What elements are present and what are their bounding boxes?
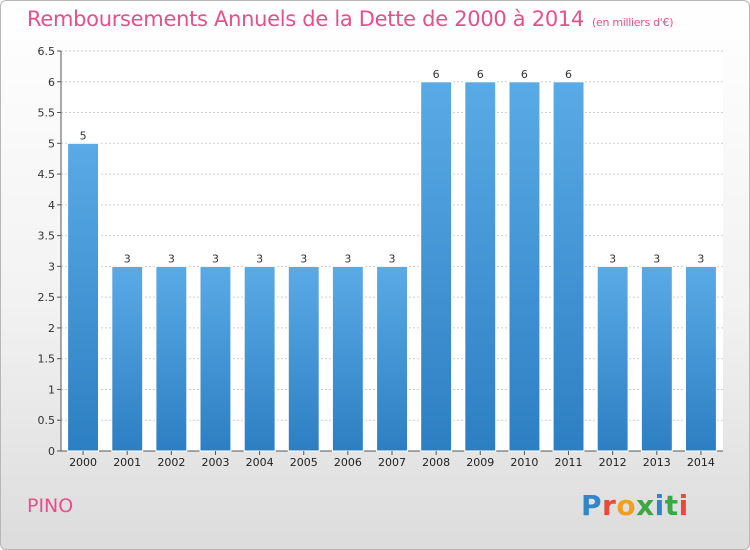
logo-letter: o <box>616 489 637 522</box>
logo-letter: P <box>581 489 603 522</box>
data-label: 3 <box>389 252 396 265</box>
data-label: 3 <box>697 252 704 265</box>
bar-2013 <box>640 265 673 452</box>
bar-2010 <box>508 81 541 452</box>
data-label: 6 <box>433 68 440 81</box>
y-tick-label: 5.5 <box>38 107 56 120</box>
bar-2011 <box>552 81 585 452</box>
y-tick-label: 2.5 <box>38 291 56 304</box>
data-label: 5 <box>80 129 87 142</box>
logo-letter: x <box>636 489 655 522</box>
x-tick-label: 2000 <box>69 456 97 469</box>
bar-2004 <box>243 265 276 452</box>
bar-2002 <box>155 265 188 452</box>
commune-name: PINO <box>27 495 74 517</box>
x-tick-label: 2012 <box>599 456 627 469</box>
x-tick-label: 2003 <box>201 456 229 469</box>
data-label: 3 <box>212 252 219 265</box>
bar-2014 <box>685 265 717 452</box>
logo-letter: i <box>678 489 689 522</box>
x-tick-label: 2008 <box>422 456 450 469</box>
x-tick-label: 2013 <box>643 456 671 469</box>
x-tick-label: 2004 <box>246 456 274 469</box>
y-tick-label: 1.5 <box>38 353 56 366</box>
logo-letter: i <box>654 489 665 522</box>
data-label: 6 <box>565 68 572 81</box>
x-tick-label: 2011 <box>555 456 583 469</box>
bar-2001 <box>111 265 144 452</box>
data-label: 3 <box>124 252 131 265</box>
data-label: 3 <box>653 252 660 265</box>
bar-2012 <box>596 265 629 452</box>
bar-2006 <box>331 265 364 452</box>
x-tick-label: 2007 <box>378 456 406 469</box>
bar-2009 <box>464 81 497 452</box>
y-tick-label: 5 <box>48 137 55 150</box>
logo-letter: t <box>664 489 679 522</box>
data-label: 3 <box>609 252 616 265</box>
y-tick-label: 2 <box>48 322 55 335</box>
y-tick-label: 3.5 <box>38 230 56 243</box>
logo-letter: r <box>602 489 617 522</box>
y-tick-label: 4.5 <box>38 168 56 181</box>
y-tick-label: 4 <box>48 199 55 212</box>
data-label: 3 <box>256 252 263 265</box>
y-tick-label: 6 <box>48 76 55 89</box>
x-tick-label: 2001 <box>113 456 141 469</box>
bar-2008 <box>420 81 453 452</box>
y-tick-label: 0 <box>48 445 55 458</box>
y-tick-label: 1 <box>48 383 55 396</box>
chart-title-text: Remboursements Annuels de la Dette de 20… <box>27 7 584 31</box>
data-label: 3 <box>344 252 351 265</box>
y-tick-label: 6.5 <box>38 45 56 58</box>
data-label: 3 <box>168 252 175 265</box>
data-label: 6 <box>521 68 528 81</box>
chart-title: Remboursements Annuels de la Dette de 20… <box>27 7 673 31</box>
y-tick-label: 3 <box>48 260 55 273</box>
x-tick-label: 2002 <box>157 456 185 469</box>
x-tick-label: 2009 <box>466 456 494 469</box>
x-tick-label: 2006 <box>334 456 362 469</box>
chart-unit: (en milliers d'€) <box>592 16 674 29</box>
bar-2000 <box>67 142 99 452</box>
data-label: 3 <box>300 252 307 265</box>
proxiti-logo: Proxiti <box>581 489 689 522</box>
x-tick-label: 2005 <box>290 456 318 469</box>
x-tick-label: 2010 <box>510 456 538 469</box>
bar-2005 <box>287 265 320 452</box>
data-label: 6 <box>477 68 484 81</box>
x-tick-label: 2014 <box>687 456 715 469</box>
bar-2003 <box>199 265 232 452</box>
y-tick-label: 0.5 <box>38 414 56 427</box>
bar-2007 <box>376 265 409 452</box>
